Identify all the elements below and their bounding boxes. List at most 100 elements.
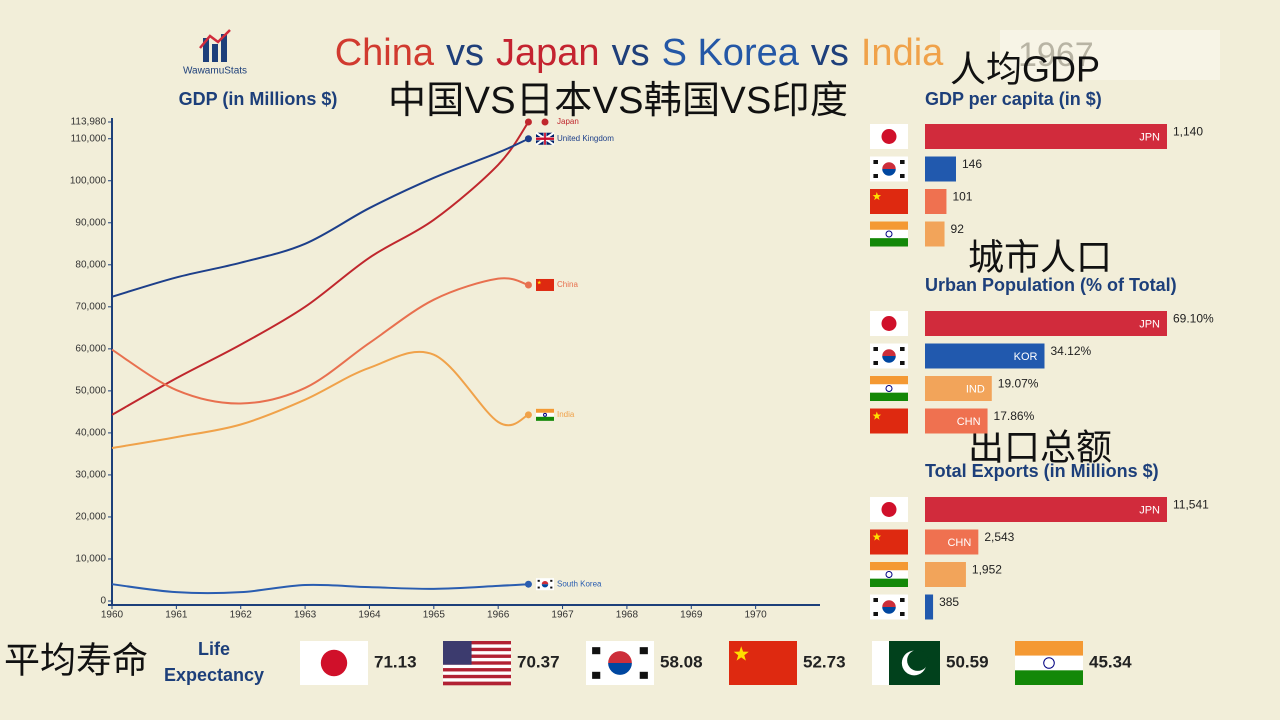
flag-part <box>870 392 908 401</box>
flag-part <box>536 416 554 421</box>
flag-part <box>1015 655 1083 671</box>
flag-part <box>443 678 511 682</box>
flag-part <box>873 160 878 164</box>
life-value: 45.34 <box>1089 652 1132 671</box>
flag-part <box>873 174 878 178</box>
value-label: 101 <box>952 190 972 204</box>
flag-part <box>881 502 897 517</box>
flag <box>870 221 908 247</box>
flag-part <box>870 578 908 587</box>
flag <box>536 578 554 591</box>
end-dot <box>524 281 532 289</box>
value-label: 2,543 <box>984 530 1014 544</box>
bar <box>925 408 988 434</box>
flag-part <box>550 579 553 582</box>
flag-part <box>541 580 549 585</box>
flag-part <box>1015 670 1083 685</box>
y-tick-label: 0 <box>100 596 106 607</box>
bar-category: KOR <box>1014 351 1038 363</box>
line <box>111 277 529 405</box>
title-part: vs <box>811 32 849 74</box>
x-tick-label: 1970 <box>745 610 768 621</box>
x-tick-label: 1962 <box>230 610 253 621</box>
flag-part <box>536 278 554 291</box>
x-tick-label: 1967 <box>551 610 574 621</box>
flag-part <box>592 647 601 655</box>
bar-category: JPN <box>1139 504 1160 516</box>
series-label: United Kingdom <box>557 134 614 143</box>
flag <box>536 278 554 291</box>
bar <box>925 311 1167 336</box>
panel-title: GDP per capita (in $) <box>925 89 1102 109</box>
flag-part <box>443 671 511 676</box>
flag-part <box>872 192 882 201</box>
life-title: Life Expectancy <box>163 639 265 685</box>
flag-part <box>885 230 893 238</box>
flag-part <box>881 316 897 331</box>
x-tick-label: 1960 <box>101 610 124 621</box>
flag-part <box>873 361 878 365</box>
flag-part <box>639 647 648 655</box>
flag <box>870 529 908 555</box>
flag-part <box>872 532 882 541</box>
flag-part <box>443 668 511 672</box>
bar <box>925 376 992 401</box>
life-value: 50.59 <box>946 652 989 671</box>
flag-part <box>443 674 511 679</box>
end-dot <box>524 580 532 588</box>
flag <box>872 641 940 685</box>
x-tick-label: 1968 <box>616 610 639 621</box>
flag-part <box>608 663 632 675</box>
bar <box>925 529 979 555</box>
flag <box>729 641 797 685</box>
flag-part <box>900 347 905 351</box>
flag-part <box>443 657 511 662</box>
flag <box>870 376 908 401</box>
flag <box>870 408 908 434</box>
y-tick-label: 100,000 <box>70 175 107 186</box>
flag-part <box>536 137 554 140</box>
bar <box>925 497 1167 522</box>
x-tick-label: 1961 <box>165 610 188 621</box>
flag <box>535 131 555 146</box>
flag-part <box>592 671 601 679</box>
flag-part <box>873 612 878 616</box>
flag-part <box>443 661 511 665</box>
y-tick-label: 40,000 <box>75 428 106 439</box>
flag <box>586 641 654 685</box>
life-value: 70.37 <box>517 652 560 671</box>
x-tick-label: 1963 <box>294 610 317 621</box>
flag-part <box>870 189 908 214</box>
flag-part <box>443 647 511 652</box>
bar-category: CHN <box>957 416 981 428</box>
flag-part <box>882 356 896 363</box>
line <box>111 350 529 450</box>
flag-part <box>870 229 908 239</box>
flag-part <box>882 169 896 176</box>
flag-part <box>543 412 547 417</box>
y-tick-label: 80,000 <box>75 259 106 270</box>
y-tick-label: 110,000 <box>71 133 107 144</box>
y-tick-label: 10,000 <box>75 554 106 565</box>
flag <box>870 156 908 182</box>
flag <box>536 408 554 421</box>
series-label: India <box>557 410 575 419</box>
overlay-gdp-per-capita: 人均GDP <box>950 49 1100 90</box>
bar <box>925 594 934 620</box>
flag-part <box>443 681 511 686</box>
flag-part <box>443 641 472 665</box>
flag <box>870 562 908 587</box>
flag-part <box>733 646 749 661</box>
flag-part <box>870 529 908 555</box>
y-tick-label: 113,980 <box>71 117 107 128</box>
life-value: 71.13 <box>374 652 417 671</box>
flag-part <box>873 347 878 351</box>
value-label: 146 <box>962 157 982 171</box>
line <box>111 583 529 595</box>
flag-part <box>882 162 896 169</box>
overlay-life: 平均寿命 <box>4 640 148 681</box>
panel-title: Urban Population (% of Total) <box>925 275 1177 295</box>
flag-part <box>872 411 882 420</box>
